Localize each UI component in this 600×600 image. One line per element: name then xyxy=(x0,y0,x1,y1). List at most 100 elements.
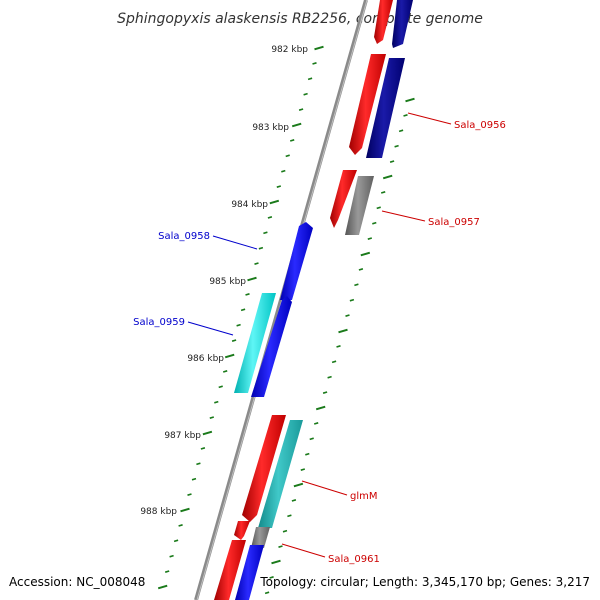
inner-ring-minor-tick xyxy=(173,539,179,543)
inner-ring-minor-tick xyxy=(245,293,250,296)
cds-arrow-blue[interactable] xyxy=(235,545,264,600)
outer-ring-minor-tick xyxy=(305,452,310,456)
inner-ring-minor-tick xyxy=(169,554,174,558)
callout-line-sala-0958 xyxy=(212,235,258,250)
outer-ring-minor-tick xyxy=(354,283,359,287)
cds-arrow-navy[interactable] xyxy=(392,0,413,48)
cds-arrow-cyan[interactable] xyxy=(234,293,276,393)
cds-arrow-red[interactable] xyxy=(374,0,393,44)
tick-rings xyxy=(157,45,415,595)
inner-ring-minor-tick xyxy=(196,462,201,466)
inner-ring-minor-tick xyxy=(307,77,313,81)
inner-ring-minor-tick xyxy=(289,139,295,142)
inner-ring-minor-tick xyxy=(258,246,264,250)
outer-ring-minor-tick xyxy=(291,499,297,502)
inner-ring-minor-tick xyxy=(312,62,317,65)
cds-arrow-gray[interactable] xyxy=(251,527,270,548)
outer-ring-minor-tick xyxy=(300,468,306,471)
cds-arrow-blue[interactable] xyxy=(280,222,313,300)
inner-ring-minor-tick xyxy=(276,185,282,188)
cds-arrow-red[interactable] xyxy=(349,54,386,155)
inner-ring-minor-tick xyxy=(281,169,286,173)
inner-ring-major-tick xyxy=(269,199,280,205)
outer-ring-minor-tick xyxy=(345,314,350,317)
outer-ring-minor-tick xyxy=(322,391,328,394)
outer-ring-minor-tick xyxy=(336,345,341,348)
inner-ring-major-tick xyxy=(180,507,190,513)
outer-ring-minor-tick xyxy=(282,529,288,533)
cds-arrow-red[interactable] xyxy=(214,540,246,600)
outer-ring-minor-tick xyxy=(269,576,274,579)
tick-label-985: 985 kbp xyxy=(209,277,246,287)
gene-label-sala-0961[interactable]: Sala_0961 xyxy=(328,554,380,565)
outer-ring-major-tick xyxy=(360,251,371,257)
callout-line-sala-0961 xyxy=(281,543,326,558)
inner-ring-minor-tick xyxy=(267,216,273,219)
inner-ring-minor-tick xyxy=(178,524,183,527)
tick-label-988: 988 kbp xyxy=(140,507,177,517)
outer-ring-minor-tick xyxy=(376,206,381,210)
inner-ring-major-tick xyxy=(247,276,257,282)
inner-ring-minor-tick xyxy=(254,262,259,265)
cds-arrow-teal[interactable] xyxy=(258,420,303,528)
tick-label-982: 982 kbp xyxy=(271,45,308,55)
inner-ring-minor-tick xyxy=(209,416,215,419)
outer-ring-minor-tick xyxy=(394,144,399,148)
inner-ring-major-tick xyxy=(314,45,324,51)
callout-line-sala-0959 xyxy=(187,321,234,336)
inner-ring-minor-tick xyxy=(164,570,170,573)
outer-ring-major-tick xyxy=(382,174,393,180)
accession-text: Accession: NC_008048 xyxy=(9,575,145,589)
outer-ring-minor-tick xyxy=(313,422,319,425)
cds-arrow-blue[interactable] xyxy=(251,296,292,397)
outer-ring-minor-tick xyxy=(287,514,292,518)
outer-ring-major-tick xyxy=(271,559,281,565)
outer-ring-minor-tick xyxy=(403,114,408,117)
cds-arrow-red[interactable] xyxy=(330,170,357,228)
inner-ring-minor-tick xyxy=(263,231,268,235)
inner-ring-minor-tick xyxy=(200,447,206,450)
cds-arrow-red[interactable] xyxy=(234,521,250,540)
gene-label-sala-0956[interactable]: Sala_0956 xyxy=(454,120,506,131)
outer-ring-minor-tick xyxy=(309,437,314,441)
inner-ring-minor-tick xyxy=(187,493,192,496)
gene-label-sala-0958[interactable]: Sala_0958 xyxy=(158,231,210,242)
outer-ring-minor-tick xyxy=(358,268,364,271)
inner-ring-minor-tick xyxy=(236,323,241,327)
outer-ring-major-tick xyxy=(293,482,304,488)
inner-ring-minor-tick xyxy=(285,154,290,158)
topology-text: Topology: circular; Length: 3,345,170 bp… xyxy=(259,575,590,589)
callout-line-sala-0957 xyxy=(381,210,426,222)
outer-ring-minor-tick xyxy=(367,237,373,240)
cds-arrow-navy[interactable] xyxy=(366,58,405,158)
gene-label-sala-0959[interactable]: Sala_0959 xyxy=(133,317,185,328)
outer-ring-minor-tick xyxy=(349,298,355,302)
inner-ring-major-tick xyxy=(224,353,235,359)
cds-arrow-gray[interactable] xyxy=(345,176,374,235)
inner-ring-minor-tick xyxy=(222,370,228,373)
kbp-tick-labels: 982 kbp 983 kbp 984 kbp 985 kbp 986 kbp … xyxy=(140,45,308,517)
outer-ring-major-tick xyxy=(315,405,326,411)
gene-label-sala-0957[interactable]: Sala_0957 xyxy=(428,217,480,228)
inner-ring-minor-tick xyxy=(214,400,219,404)
outer-ring-major-tick xyxy=(405,97,415,103)
inner-ring-minor-tick xyxy=(303,92,308,96)
tick-label-986: 986 kbp xyxy=(187,354,224,364)
callout-line-sala-0956 xyxy=(407,112,452,125)
inner-ring-major-tick xyxy=(291,122,302,128)
callout-line-glmm xyxy=(301,480,348,496)
inner-ring-minor-tick xyxy=(231,339,237,342)
outer-ring-minor-tick xyxy=(278,545,283,548)
cds-arrow-red[interactable] xyxy=(242,415,286,522)
inner-ring-minor-tick xyxy=(218,385,223,389)
outer-ring-minor-tick xyxy=(380,191,386,194)
inner-ring-major-tick xyxy=(202,430,213,436)
outer-ring-major-tick xyxy=(338,328,348,334)
gene-features xyxy=(214,0,413,600)
outer-ring-minor-tick xyxy=(264,591,270,595)
tick-label-983: 983 kbp xyxy=(252,123,289,133)
tick-label-984: 984 kbp xyxy=(231,200,268,210)
gene-label-glmm[interactable]: glmM xyxy=(350,491,378,502)
outer-ring-minor-tick xyxy=(331,360,337,364)
